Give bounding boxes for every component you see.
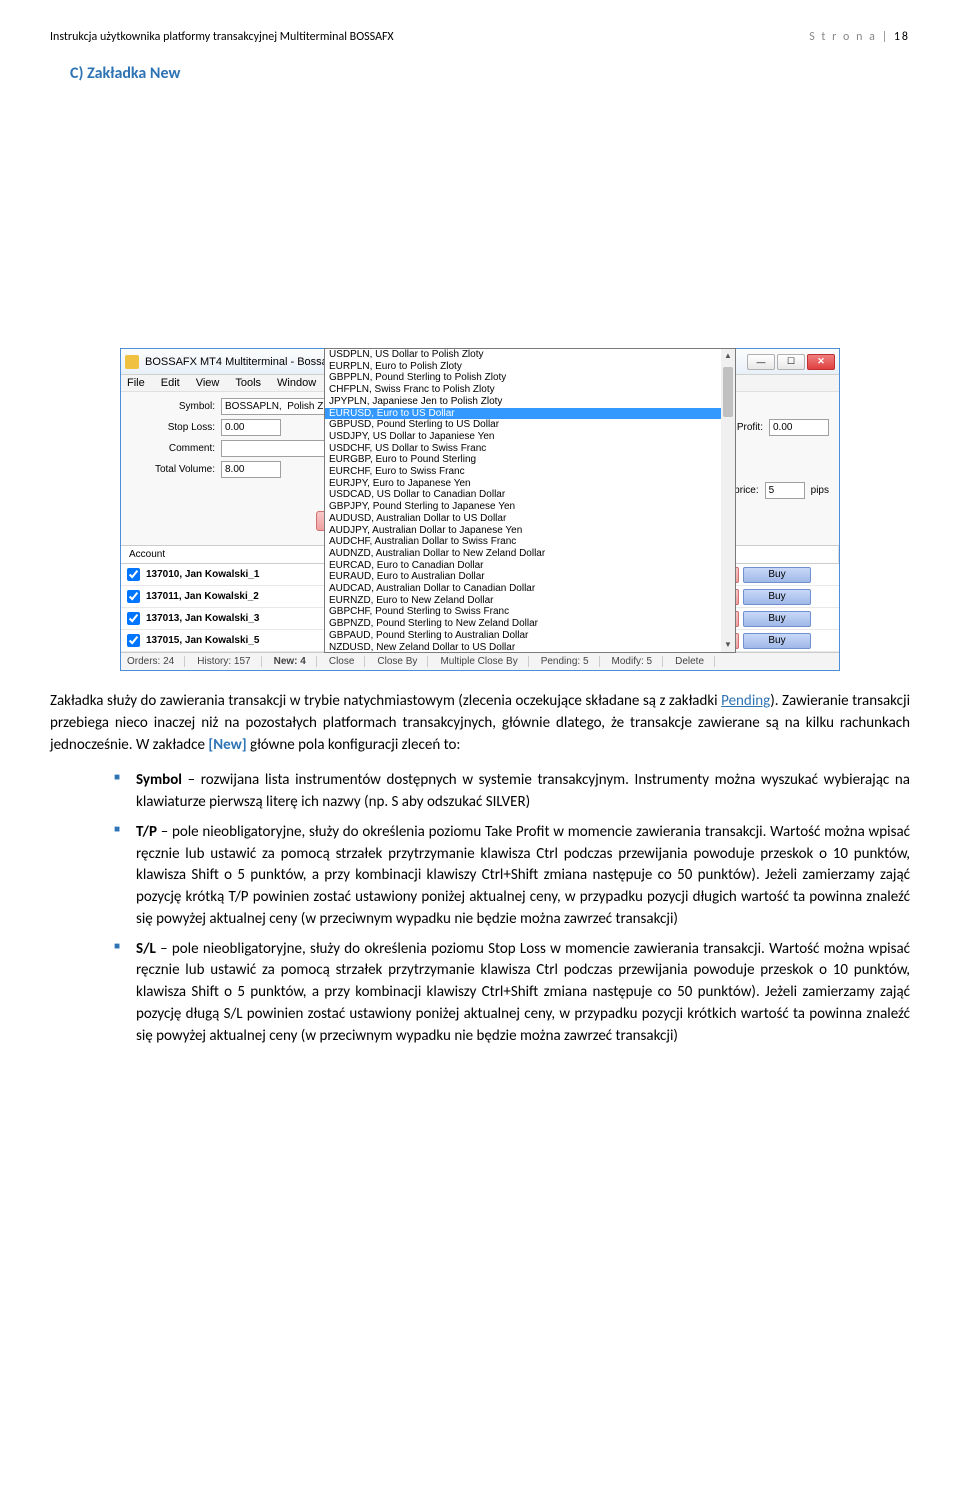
row-checkbox[interactable] <box>127 590 140 603</box>
body-paragraph: Zakładka służy do zawierania transakcji … <box>50 691 910 756</box>
dropdown-item[interactable]: EURPLN, Euro to Polish Zloty <box>325 361 735 373</box>
dropdown-item[interactable]: USDJPY, US Dollar to Japaniese Yen <box>325 431 735 443</box>
stoploss-input[interactable] <box>221 419 281 436</box>
statusbar: Orders: 24 History: 157 New: 4 Close Close B… <box>121 652 839 670</box>
totalvolume-label: Total Volume: <box>131 464 221 475</box>
dropdown-item[interactable]: NZDUSD, New Zeland Dollar to US Dollar <box>325 642 735 653</box>
dropdown-item[interactable]: EURGBP, Euro to Pound Sterling <box>325 454 735 466</box>
row-checkbox[interactable] <box>127 634 140 647</box>
dropdown-item[interactable]: CHFPLN, Swiss Franc to Polish Zloty <box>325 384 735 396</box>
statusbar-tab[interactable]: Pending: 5 <box>541 656 600 667</box>
dropdown-item[interactable]: AUDCHF, Australian Dollar to Swiss Franc <box>325 536 735 548</box>
maximize-button[interactable]: ☐ <box>777 354 805 370</box>
stoploss-label: Stop Loss: <box>131 422 221 433</box>
scroll-up-icon[interactable]: ▲ <box>721 349 735 363</box>
dropdown-item[interactable]: USDCHF, US Dollar to Swiss Franc <box>325 443 735 455</box>
minimize-button[interactable]: — <box>747 354 775 370</box>
pips-label: pips <box>805 485 829 496</box>
dropdown-item[interactable]: GBPJPY, Pound Sterling to Japanese Yen <box>325 501 735 513</box>
dropdown-item[interactable]: AUDUSD, Australian Dollar to US Dollar <box>325 513 735 525</box>
scroll-thumb[interactable] <box>723 367 733 417</box>
doc-title: Instrukcja użytkownika platformy transak… <box>50 30 394 44</box>
dropdown-item[interactable]: EURNZD, Euro to New Zeland Dollar <box>325 595 735 607</box>
pending-link[interactable]: Pending <box>721 692 770 710</box>
dropdown-item[interactable]: GBPNZD, Pound Sterling to New Zeland Dol… <box>325 618 735 630</box>
dropdown-item[interactable]: EURJPY, Euro to Japanese Yen <box>325 478 735 490</box>
app-icon <box>125 355 139 369</box>
menu-item[interactable]: File <box>127 377 145 389</box>
statusbar-tab[interactable]: Orders: 24 <box>127 656 185 667</box>
app-screenshot: ▲ ▼ USDPLN, US Dollar to Polish ZlotyEUR… <box>120 348 840 671</box>
dropdown-item[interactable]: GBPPLN, Pound Sterling to Polish Zloty <box>325 372 735 384</box>
close-button[interactable]: ✕ <box>807 354 835 370</box>
statusbar-tab[interactable]: Multiple Close By <box>440 656 528 667</box>
dropdown-item[interactable]: GBPUSD, Pound Sterling to US Dollar <box>325 419 735 431</box>
statusbar-tab[interactable]: New: 4 <box>274 656 317 667</box>
dropdown-item[interactable]: AUDCAD, Australian Dollar to Canadian Do… <box>325 583 735 595</box>
scroll-down-icon[interactable]: ▼ <box>721 638 735 652</box>
section-title: C) Zakładka New <box>70 64 910 83</box>
comment-label: Comment: <box>131 443 221 454</box>
row-checkbox[interactable] <box>127 612 140 625</box>
menu-item[interactable]: Edit <box>161 377 180 389</box>
dropdown-item[interactable]: AUDNZD, Australian Dollar to New Zeland … <box>325 548 735 560</box>
dropdown-item[interactable]: EURAUD, Euro to Australian Dollar <box>325 571 735 583</box>
bullet-list: SymbolSymbol – rozwijana lista instrumen… <box>114 770 910 1047</box>
dropdown-item[interactable]: USDPLN, US Dollar to Polish Zloty <box>325 349 735 361</box>
menu-item[interactable]: Window <box>277 377 316 389</box>
statusbar-tab[interactable]: Close By <box>377 656 428 667</box>
dropdown-item[interactable]: GBPAUD, Pound Sterling to Australian Dol… <box>325 630 735 642</box>
row-buy-button[interactable]: Buy <box>743 589 811 605</box>
list-item: SymbolSymbol – rozwijana lista instrumen… <box>114 770 910 814</box>
scrollbar[interactable]: ▲ ▼ <box>721 349 735 652</box>
statusbar-tab[interactable]: History: 157 <box>197 656 261 667</box>
row-buy-button[interactable]: Buy <box>743 611 811 627</box>
dropdown-item[interactable]: USDCAD, US Dollar to Canadian Dollar <box>325 489 735 501</box>
maxdev-input[interactable] <box>765 482 805 499</box>
dropdown-item[interactable]: EURUSD, Euro to US Dollar <box>325 408 735 420</box>
menu-item[interactable]: View <box>196 377 220 389</box>
symbol-label: Symbol: <box>131 401 221 412</box>
row-buy-button[interactable]: Buy <box>743 633 811 649</box>
list-item: T/P – pole nieobligatoryjne, służy do ok… <box>114 822 910 931</box>
row-buy-button[interactable]: Buy <box>743 567 811 583</box>
list-item: S/L – pole nieobligatoryjne, służy do ok… <box>114 939 910 1048</box>
page-number: S t r o n a | 18 <box>809 30 910 44</box>
symbol-dropdown-list[interactable]: ▲ ▼ USDPLN, US Dollar to Polish ZlotyEUR… <box>324 348 736 653</box>
totalvolume-input[interactable] <box>221 461 281 478</box>
statusbar-tab[interactable]: Close <box>329 656 366 667</box>
statusbar-tab[interactable]: Delete <box>675 656 715 667</box>
row-checkbox[interactable] <box>127 568 140 581</box>
dropdown-item[interactable]: AUDJPY, Australian Dollar to Japanese Ye… <box>325 525 735 537</box>
dropdown-item[interactable]: EURCAD, Euro to Canadian Dollar <box>325 560 735 572</box>
dropdown-item[interactable]: GBPCHF, Pound Sterling to Swiss Franc <box>325 606 735 618</box>
statusbar-tab[interactable]: Modify: 5 <box>612 656 664 667</box>
dropdown-item[interactable]: EURCHF, Euro to Swiss Franc <box>325 466 735 478</box>
dropdown-item[interactable]: JPYPLN, Japaniese Jen to Polish Zloty <box>325 396 735 408</box>
takeprofit-input[interactable] <box>769 419 829 436</box>
menu-item[interactable]: Tools <box>235 377 261 389</box>
